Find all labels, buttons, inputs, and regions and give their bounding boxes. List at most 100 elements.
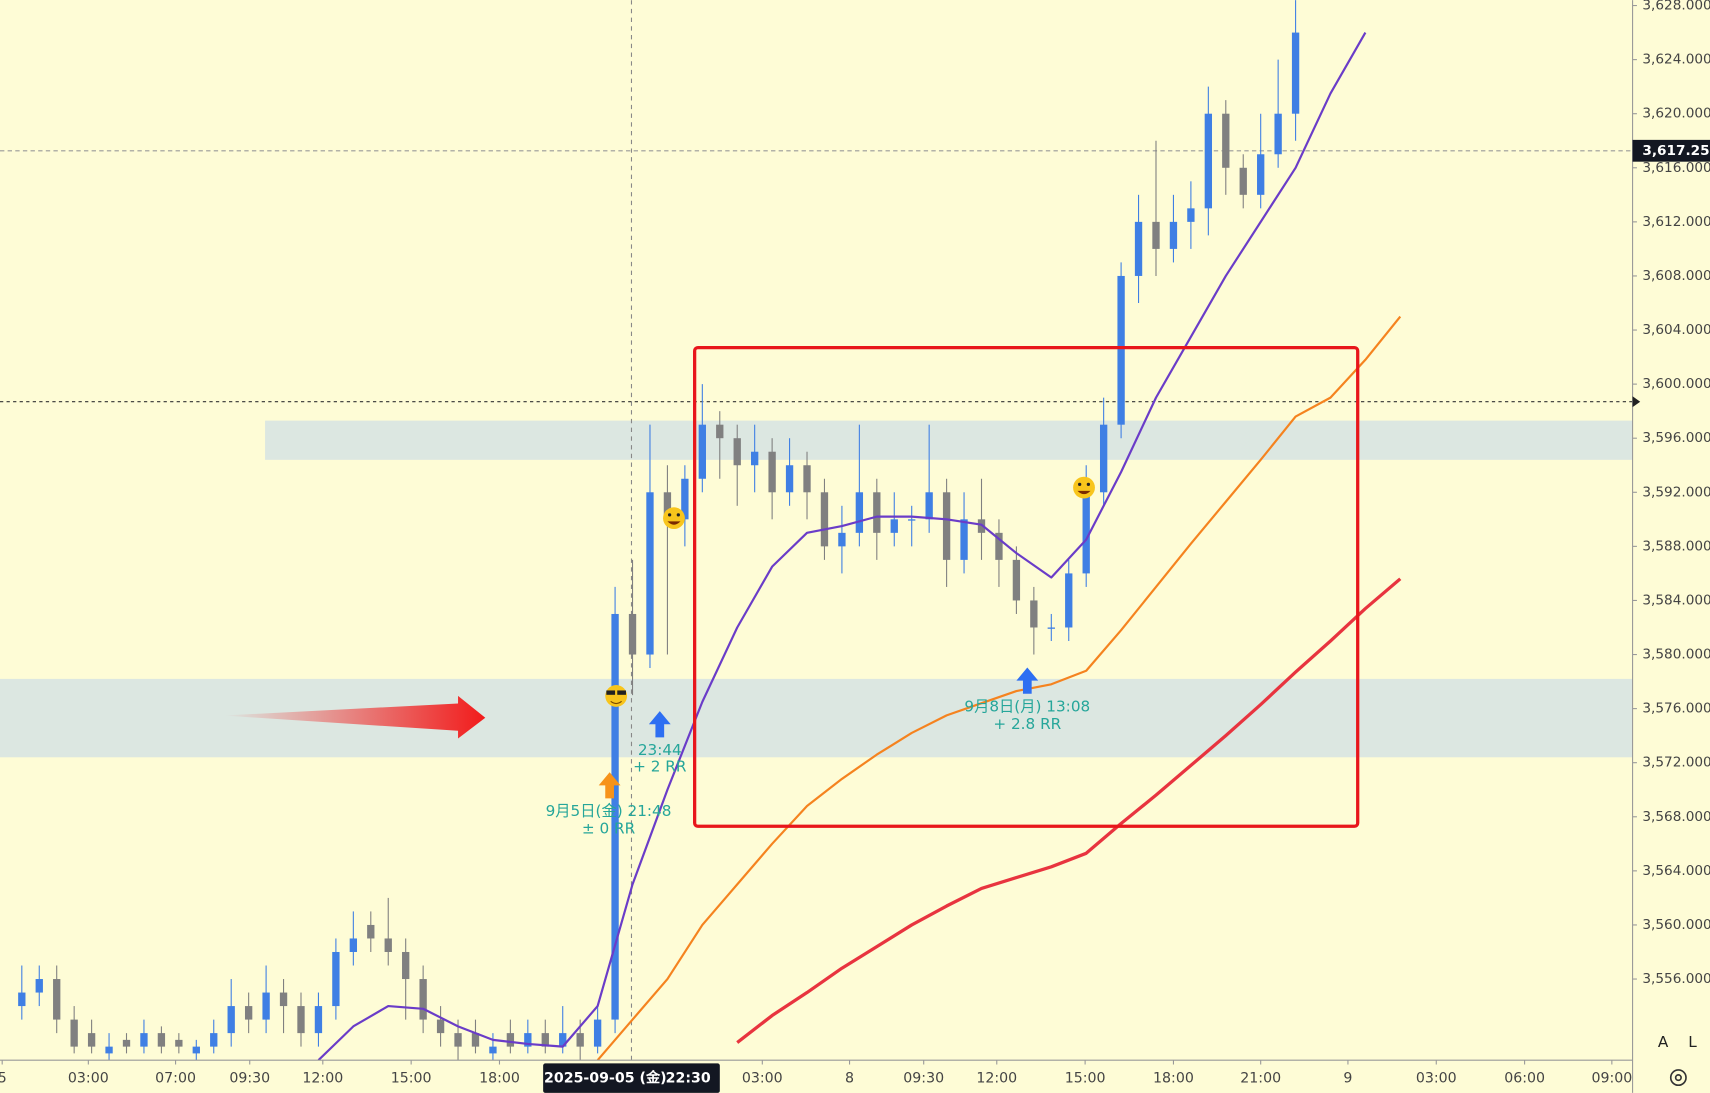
candle-body xyxy=(1099,424,1108,493)
crosshair-time: 22:30 xyxy=(666,1071,711,1087)
candle-body xyxy=(53,979,61,1020)
candle-body xyxy=(1152,221,1160,249)
candle-body xyxy=(559,1033,567,1047)
emoji-icon xyxy=(605,685,628,707)
candle-body xyxy=(297,1006,305,1034)
x-tick-label: 06:00 xyxy=(1504,1071,1545,1087)
last-price-box xyxy=(1632,139,1710,162)
candle-body xyxy=(349,938,358,952)
candle-body xyxy=(454,1033,462,1047)
x-tick-label: 12:00 xyxy=(976,1071,1017,1087)
x-tick-label: 12:00 xyxy=(302,1071,343,1087)
alert-marker xyxy=(1632,396,1641,408)
pointer-arrow xyxy=(223,695,486,739)
annotation-time: 9月5日(金) 21:48 xyxy=(546,802,672,820)
y-tick-label: 3,588.000 xyxy=(1642,538,1710,554)
y-tick-label: 3,608.000 xyxy=(1642,268,1710,284)
y-tick-label: 3,560.000 xyxy=(1642,917,1710,933)
candle-body xyxy=(332,951,340,1007)
candle-body xyxy=(890,519,898,533)
candle-body xyxy=(436,1019,445,1034)
y-tick-label: 3,604.000 xyxy=(1642,322,1710,338)
candle-body xyxy=(35,979,43,993)
last-price-label: 3,617.258 xyxy=(1642,143,1710,159)
candle-body xyxy=(855,492,864,533)
candle-body xyxy=(925,492,933,520)
emoji-icon xyxy=(663,507,685,530)
candle-body xyxy=(803,465,811,493)
x-tick-label: 09:00 xyxy=(1591,1071,1632,1087)
candle-body xyxy=(140,1033,148,1047)
entry-arrow xyxy=(598,772,621,799)
candle-body xyxy=(628,613,637,655)
x-tick-label: 21:00 xyxy=(1240,1071,1281,1087)
candle-body xyxy=(838,532,846,547)
candle-body xyxy=(524,1033,532,1047)
y-tick-label: 3,596.000 xyxy=(1642,430,1710,446)
plot-area xyxy=(0,0,1633,1061)
candle-body xyxy=(611,613,619,1020)
emoji-icon xyxy=(1073,476,1095,499)
price-zone xyxy=(0,678,1633,758)
x-tick-label: 18:00 xyxy=(1153,1071,1194,1087)
candle-body xyxy=(942,492,951,560)
candle-body xyxy=(314,1006,323,1034)
moving-average xyxy=(736,577,1402,1044)
x-tick-label: 03:00 xyxy=(68,1071,109,1087)
candle-body xyxy=(1117,275,1125,425)
moving-average xyxy=(317,32,1367,1061)
candle-body xyxy=(419,979,427,1020)
candle-body xyxy=(873,492,881,533)
y-tick-label: 3,620.000 xyxy=(1642,106,1710,122)
candle-body xyxy=(751,451,759,466)
candle-body xyxy=(192,1046,200,1054)
log-scale-button[interactable] xyxy=(1680,1029,1705,1054)
candle-body xyxy=(1222,113,1230,168)
candle-body xyxy=(1082,492,1090,574)
candle-body xyxy=(279,992,288,1007)
annotation-time: 23:44 xyxy=(638,741,682,759)
candle-body xyxy=(122,1039,131,1047)
candle-body xyxy=(105,1046,113,1054)
y-tick-label: 3,628.000 xyxy=(1642,0,1710,14)
auto-scale-button[interactable] xyxy=(1651,1029,1676,1054)
candle-body xyxy=(402,951,410,980)
x-tick-label: 09:30 xyxy=(229,1071,270,1087)
candle-body xyxy=(157,1033,166,1047)
candle-body xyxy=(663,492,672,520)
y-tick-label: 3,624.000 xyxy=(1642,52,1710,68)
annotation-time: 9月8日(月) 13:08 xyxy=(964,697,1090,715)
candle-body xyxy=(1030,600,1038,628)
x-tick-label: 09:30 xyxy=(903,1071,944,1087)
candle-body xyxy=(506,1033,515,1047)
candle-body xyxy=(820,492,829,547)
candle-body xyxy=(541,1033,549,1047)
candle-body xyxy=(1012,559,1021,601)
x-tick-label: 15:00 xyxy=(391,1071,432,1087)
y-tick-label: 3,568.000 xyxy=(1642,809,1710,825)
y-tick-label: 3,584.000 xyxy=(1642,592,1710,608)
highlight-box xyxy=(693,345,1360,828)
x-tick-label: 15:00 xyxy=(1065,1071,1106,1087)
settings-button[interactable] xyxy=(1669,1069,1687,1087)
button-label[interactable]: L xyxy=(1688,1033,1697,1051)
candle-body xyxy=(1274,113,1282,155)
candle-body xyxy=(1257,154,1265,195)
candle-body xyxy=(1291,32,1300,114)
candle-body xyxy=(1239,167,1247,195)
candle-body xyxy=(785,465,794,493)
candle-body xyxy=(471,1033,480,1047)
candle-body xyxy=(175,1039,183,1047)
candle-body xyxy=(1169,221,1178,249)
candle-body xyxy=(960,519,968,560)
y-tick-label: 3,600.000 xyxy=(1642,376,1710,392)
annotation-result: ± 0 RR xyxy=(582,819,636,837)
x-tick-label: 5 xyxy=(0,1071,7,1087)
button-label[interactable]: A xyxy=(1658,1033,1669,1051)
candle-body xyxy=(1047,627,1055,629)
candle-body xyxy=(768,451,776,493)
candle-body xyxy=(716,424,724,439)
